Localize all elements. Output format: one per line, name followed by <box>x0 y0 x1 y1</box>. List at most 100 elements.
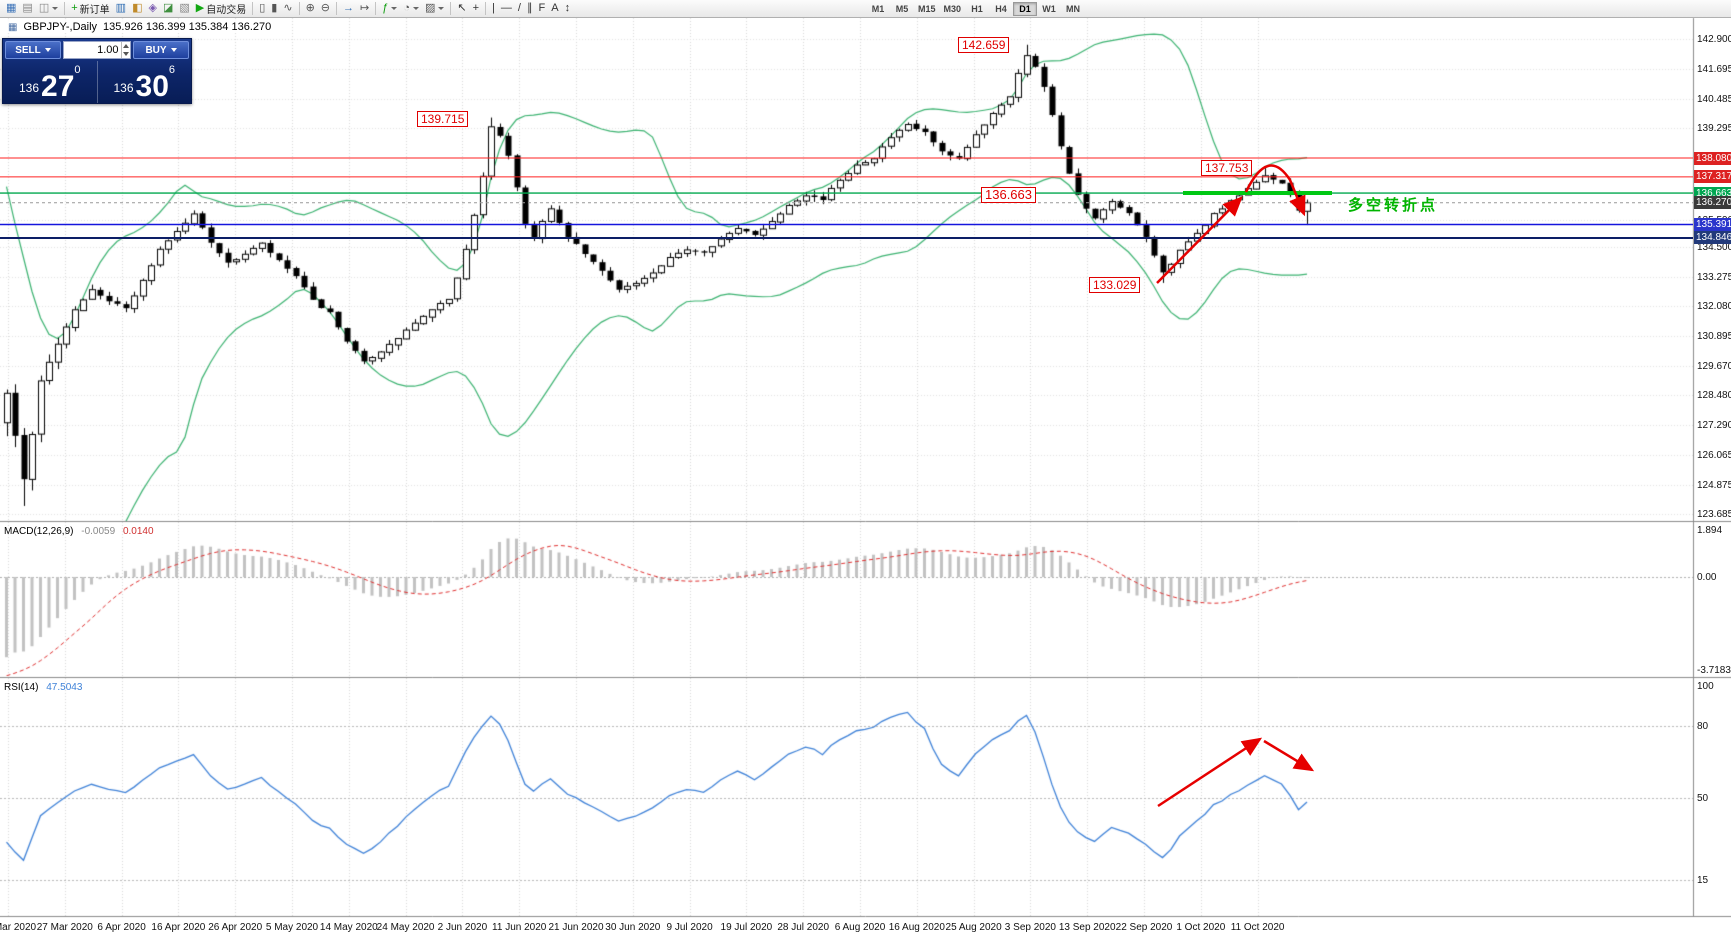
chart-shift-icon[interactable]: ↦ <box>357 1 372 17</box>
crosshair-icon[interactable]: + <box>470 1 482 17</box>
timeframe-d1[interactable]: D1 <box>1013 2 1038 16</box>
timeframe-w1[interactable]: W1 <box>1037 2 1061 16</box>
price-tick: 128.480 <box>1697 390 1731 402</box>
rsi-scale-tick: 100 <box>1697 681 1714 692</box>
price-tick: 134.500 <box>1697 241 1731 253</box>
cursor-icon[interactable]: ↖ <box>454 1 469 17</box>
price-tick: 123.685 <box>1697 508 1731 520</box>
arrows-icon-glyph: ↕ <box>564 2 571 14</box>
price-tick: 129.670 <box>1697 360 1731 372</box>
fibonacci-icon[interactable]: F <box>535 1 548 17</box>
auto-scroll-icon[interactable]: → <box>340 1 357 17</box>
new-chart-icon[interactable]: ▦ <box>3 1 19 17</box>
text-icon[interactable]: A <box>548 1 561 17</box>
volume-increase-button[interactable] <box>122 42 130 50</box>
trendline-icon-glyph: / <box>517 2 521 14</box>
price-callout-137.753[interactable]: 137.753 <box>1201 160 1253 176</box>
market-watch-icon[interactable]: ▥ <box>113 1 129 17</box>
periods-button-dropdown-icon[interactable] <box>413 7 419 10</box>
price-callout-139.715[interactable]: 139.715 <box>417 111 469 127</box>
timeframe-m15[interactable]: M15 <box>914 2 940 16</box>
profile-icon[interactable]: ▤ <box>19 1 35 17</box>
toolbar-separator <box>375 2 377 15</box>
rsi-value: 47.5043 <box>46 682 83 693</box>
strategy-tester-icon-glyph: ▧ <box>179 2 190 14</box>
timeframe-mn[interactable]: MN <box>1061 2 1085 16</box>
timeframe-m1[interactable]: M1 <box>866 2 890 16</box>
data-window-icon[interactable]: ◧ <box>129 1 145 17</box>
macd-signal-value: 0.0140 <box>122 526 154 537</box>
buy-button[interactable]: BUY <box>133 41 189 59</box>
horizontal-line-icon[interactable]: — <box>498 1 515 17</box>
ohlc-values: 135.926 136.399 135.384 136.270 <box>103 21 272 33</box>
pivot-annotation-text[interactable]: 多空转折点 <box>1348 197 1439 214</box>
buy-price-display[interactable]: 136 30 6 <box>98 61 192 103</box>
price-callout-136.663[interactable]: 136.663 <box>981 187 1036 203</box>
symbol-name: GBPJPY-,Daily <box>23 21 98 33</box>
price-level-badge-138.080: 138.080 <box>1694 151 1731 165</box>
candlestick-mode-icon[interactable]: ▮ <box>268 1 280 17</box>
new-chart-icon-glyph: ▦ <box>6 2 17 14</box>
vertical-line-icon[interactable]: | <box>489 1 498 17</box>
volume-input[interactable] <box>64 42 121 58</box>
new-order-button[interactable]: + 新订单 <box>68 1 112 17</box>
navigator-icon-glyph: ◈ <box>148 2 157 14</box>
sell-button[interactable]: SELL <box>5 41 61 59</box>
price-level-badge-134.846: 134.846 <box>1694 231 1731 245</box>
sell-price-display[interactable]: 136 27 0 <box>3 61 97 103</box>
rsi-scale-tick: 50 <box>1697 792 1709 804</box>
price-callout-133.029[interactable]: 133.029 <box>1089 277 1141 293</box>
price-tick: 142.900 <box>1697 33 1731 45</box>
indicators-button-dropdown-icon[interactable] <box>391 7 398 10</box>
auto-trading-button-label: 自动交易 <box>206 5 247 16</box>
price-tick: 140.485 <box>1697 93 1731 105</box>
timeframe-h1[interactable]: H1 <box>965 2 989 16</box>
toolbar-separator <box>64 2 66 15</box>
zoom-out-icon[interactable]: ⊖ <box>318 1 333 17</box>
price-tick: 126.065 <box>1697 450 1731 462</box>
periods-button[interactable]: ◔ <box>400 1 422 17</box>
volume-spinner <box>120 42 130 58</box>
line-chart-mode-icon[interactable]: ∿ <box>280 1 295 17</box>
sell-price-pips: 27 <box>41 69 75 103</box>
timeframe-m30[interactable]: M30 <box>940 2 966 16</box>
navigator-icon[interactable]: ◈ <box>145 1 159 17</box>
volume-decrease-button[interactable] <box>122 50 130 58</box>
toolbar-separator <box>252 2 254 15</box>
templates-button[interactable]: ▨ <box>422 1 447 17</box>
price-callout-142.659[interactable]: 142.659 <box>958 37 1010 53</box>
chart-window-icon[interactable]: ◫ <box>36 1 61 17</box>
price-level-badge-137.317: 137.317 <box>1694 170 1731 184</box>
strategy-tester-icon[interactable]: ▧ <box>176 1 192 17</box>
bar-chart-mode-icon-glyph: ▯ <box>259 2 266 14</box>
buy-dropdown-icon[interactable] <box>170 48 177 52</box>
zoom-in-icon[interactable]: ⊕ <box>303 1 318 17</box>
buy-price-point: 6 <box>168 64 176 76</box>
templates-button-glyph: ▨ <box>425 2 436 14</box>
arrows-icon[interactable]: ↕ <box>562 1 574 17</box>
chart-window-icon-dropdown-icon[interactable] <box>52 7 59 10</box>
bar-chart-mode-icon[interactable]: ▯ <box>256 1 268 17</box>
macd-scale-tick: -3.7183 <box>1697 664 1731 676</box>
buy-price-pips: 30 <box>135 69 169 103</box>
new-order-button-label: 新订单 <box>79 5 110 16</box>
fibonacci-icon-glyph: F <box>538 2 546 14</box>
timeframe-m5[interactable]: M5 <box>890 2 914 16</box>
timeframe-bar: M1 M5 M15 M30 H1 H4 D1 W1 MN <box>866 2 1085 16</box>
templates-button-dropdown-icon[interactable] <box>438 7 445 10</box>
rsi-scale-tick: 15 <box>1697 875 1709 887</box>
sell-dropdown-icon[interactable] <box>44 48 51 52</box>
trendline-icon[interactable]: / <box>515 1 524 17</box>
auto-trading-button[interactable]: ▶ 自动交易 <box>193 1 249 17</box>
rsi-name: RSI(14) <box>4 682 39 693</box>
price-scale[interactable]: 142.900141.695140.485139.295135.590134.5… <box>1694 0 1731 940</box>
terminal-icon[interactable]: ◪ <box>160 1 176 17</box>
chart-shift-icon-glyph: ↦ <box>360 2 370 14</box>
channel-icon[interactable]: ∥ <box>524 1 536 17</box>
timeframe-h4[interactable]: H4 <box>989 2 1013 16</box>
rsi-indicator-label: RSI(14) 47.5043 <box>4 682 82 693</box>
auto-scroll-icon-glyph: → <box>343 2 354 14</box>
market-watch-icon-glyph: ▥ <box>115 2 127 14</box>
indicators-button[interactable]: ƒ <box>379 1 400 17</box>
